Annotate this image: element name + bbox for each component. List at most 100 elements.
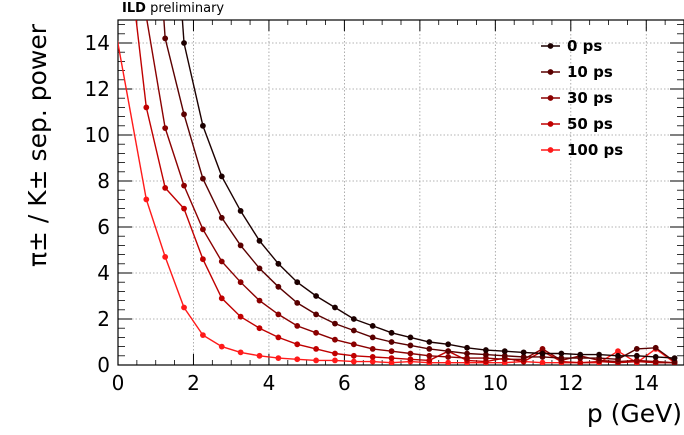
data-point-30-ps [275, 311, 282, 318]
y-axis-title: π± / K± sep. power [23, 23, 52, 267]
x-tick-label: 14 [634, 371, 659, 395]
data-point-30-ps [294, 323, 301, 329]
series-curve-extension-30-ps [146, 20, 166, 129]
data-point-50-ps [256, 325, 263, 332]
data-point-50-ps [350, 352, 357, 359]
data-point-10-ps [275, 283, 282, 290]
data-point-50-ps [294, 341, 301, 348]
series-curve-extension-100-ps [118, 39, 147, 200]
data-point-50-ps [388, 355, 395, 361]
y-tick-label: 4 [97, 261, 110, 285]
legend-entry-50-ps: 50 ps [541, 115, 613, 133]
data-point-10-ps [445, 348, 452, 355]
data-point-30-ps [181, 182, 187, 189]
data-point-30-ps [200, 226, 206, 233]
data-point-50-ps [577, 359, 584, 365]
data-point-50-ps [426, 357, 433, 364]
data-point-100-ps [237, 349, 244, 356]
data-point-100-ps [615, 348, 621, 355]
data-point-10-ps [426, 346, 433, 352]
experiment-status: preliminary [150, 1, 225, 16]
data-point-0-ps [332, 304, 338, 311]
data-point-50-ps [237, 313, 244, 320]
legend-entry-100-ps: 100 ps [541, 141, 623, 159]
data-point-100-ps [181, 304, 187, 311]
data-point-30-ps [350, 341, 357, 348]
data-point-100-ps [539, 359, 546, 365]
data-point-100-ps [445, 359, 452, 365]
y-tick-label: 2 [97, 307, 110, 331]
data-point-10-ps [313, 311, 319, 318]
data-point-0-ps [652, 354, 659, 360]
data-point-10-ps [407, 342, 414, 349]
series-curve-extension-0-ps [181, 20, 185, 44]
axis-ticks [117, 20, 684, 366]
data-point-100-ps [350, 358, 357, 365]
data-point-0-ps [520, 349, 527, 356]
data-point-0-ps [369, 323, 376, 329]
data-point-30-ps [652, 358, 659, 365]
data-point-50-ps [369, 354, 376, 360]
data-point-30-ps [445, 354, 452, 360]
data-point-10-ps [501, 352, 508, 359]
experiment-banner: ILD preliminary [122, 1, 224, 16]
data-point-30-ps [539, 346, 546, 352]
series-line-10-ps [164, 38, 676, 363]
y-tick-label: 12 [85, 77, 110, 101]
data-point-30-ps [388, 348, 395, 355]
data-point-10-ps [520, 354, 527, 360]
y-tick-label: 0 [97, 353, 110, 377]
data-point-50-ps [275, 334, 282, 341]
data-point-0-ps [596, 351, 602, 358]
data-point-10-ps [200, 175, 206, 182]
data-point-0-ps [501, 348, 508, 355]
data-point-100-ps [388, 359, 395, 365]
data-point-50-ps [218, 295, 225, 302]
data-point-0-ps [200, 122, 206, 129]
data-point-100-ps [313, 357, 319, 364]
data-point-0-ps [275, 260, 282, 267]
data-point-50-ps [181, 205, 187, 212]
data-point-10-ps [218, 214, 225, 221]
data-point-0-ps [313, 293, 319, 299]
legend-entry-30-ps: 30 ps [541, 89, 613, 107]
y-tick-label: 10 [85, 123, 110, 147]
x-tick-label: 6 [338, 371, 351, 395]
data-point-30-ps [237, 279, 244, 286]
data-point-0-ps [671, 355, 678, 361]
data-point-10-ps [181, 111, 187, 118]
data-point-100-ps [256, 352, 263, 359]
y-tick-label: 6 [97, 215, 110, 239]
data-point-0-ps [426, 339, 433, 345]
data-point-50-ps [200, 256, 206, 263]
x-tick-label: 0 [112, 371, 125, 395]
data-point-30-ps [162, 125, 169, 131]
series-layer [118, 20, 678, 365]
data-point-10-ps [162, 35, 169, 42]
data-point-0-ps [464, 344, 470, 351]
data-point-10-ps [369, 334, 376, 341]
data-point-30-ps [256, 297, 263, 304]
data-point-10-ps [483, 351, 489, 358]
data-point-30-ps [426, 352, 433, 359]
x-tick-label: 12 [558, 371, 583, 395]
legend-label-0-ps: 0 ps [567, 37, 602, 55]
data-point-30-ps [218, 258, 225, 265]
data-point-100-ps [143, 196, 150, 203]
data-point-0-ps [350, 316, 357, 322]
data-point-0-ps [388, 329, 395, 336]
tick-labels: 0 2 4 6 8 10 12 14 0 2 4 6 8 10 12 14 [85, 31, 659, 395]
legend-label-10-ps: 10 ps [567, 63, 613, 81]
data-point-50-ps [313, 346, 319, 352]
data-point-100-ps [218, 343, 225, 350]
legend-label-30-ps: 30 ps [567, 89, 613, 107]
data-point-10-ps [294, 300, 301, 306]
data-point-100-ps [200, 332, 206, 338]
y-tick-label: 8 [97, 169, 110, 193]
data-point-30-ps [332, 336, 338, 343]
legend-label-100-ps: 100 ps [567, 141, 623, 159]
series-curve-extension-10-ps [163, 20, 166, 39]
data-point-10-ps [350, 327, 357, 334]
data-point-0-ps [294, 279, 301, 286]
x-tick-label: 10 [483, 371, 508, 395]
